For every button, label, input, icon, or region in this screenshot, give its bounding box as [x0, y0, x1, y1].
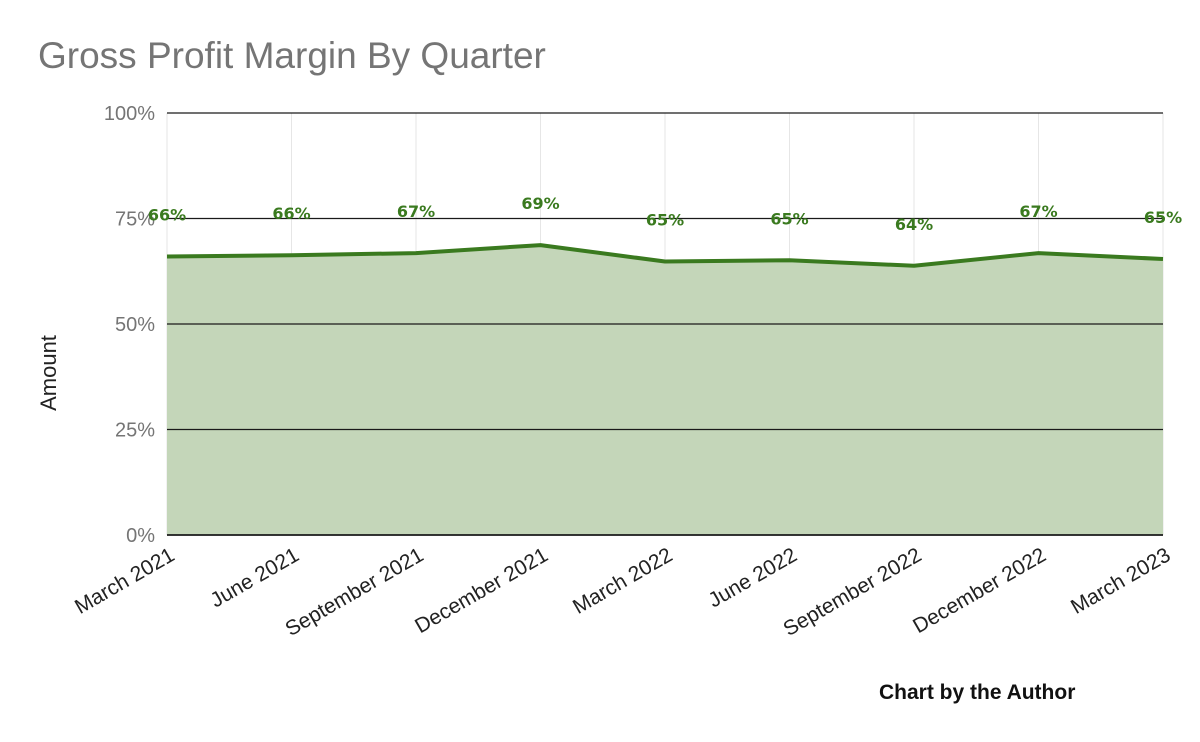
data-label: 66% [272, 204, 310, 223]
y-tick-label: 25% [115, 420, 155, 442]
chart-credit: Chart by the Author [879, 681, 1075, 704]
y-tick-label: 50% [115, 314, 155, 336]
chart-title: Gross Profit Margin By Quarter [38, 35, 546, 76]
y-axis-tick-labels: 0% 25% 50% 75% 100% [104, 103, 155, 547]
x-tick-label: December 2021 [411, 543, 552, 638]
y-axis-label: Amount [36, 335, 61, 411]
x-tick-label: June 2021 [207, 543, 303, 612]
data-label: 69% [521, 194, 559, 213]
x-tick-label: March 2021 [71, 543, 179, 618]
horizontal-gridlines [167, 112, 1163, 536]
y-tick-label: 100% [104, 103, 155, 125]
data-label: 65% [1144, 208, 1182, 227]
data-label: 67% [1019, 202, 1057, 221]
data-label: 67% [397, 202, 435, 221]
data-label: 65% [646, 211, 684, 230]
area-fill [167, 245, 1163, 535]
x-tick-label: June 2022 [705, 543, 801, 612]
x-tick-label: March 2023 [1067, 543, 1175, 618]
data-label: 66% [148, 205, 186, 224]
data-label: 65% [770, 209, 808, 228]
x-tick-label: September 2021 [282, 543, 428, 641]
x-tick-label: September 2022 [780, 543, 926, 641]
x-tick-label: December 2022 [909, 543, 1050, 638]
series-line [166, 243, 1164, 268]
x-tick-label: March 2022 [569, 543, 677, 618]
data-label: 64% [895, 215, 933, 234]
y-tick-label: 75% [115, 209, 155, 231]
y-tick-label: 0% [126, 525, 155, 547]
data-labels: 66% 66% 67% 69% 65% 65% 64% 67% 65% [148, 194, 1182, 234]
